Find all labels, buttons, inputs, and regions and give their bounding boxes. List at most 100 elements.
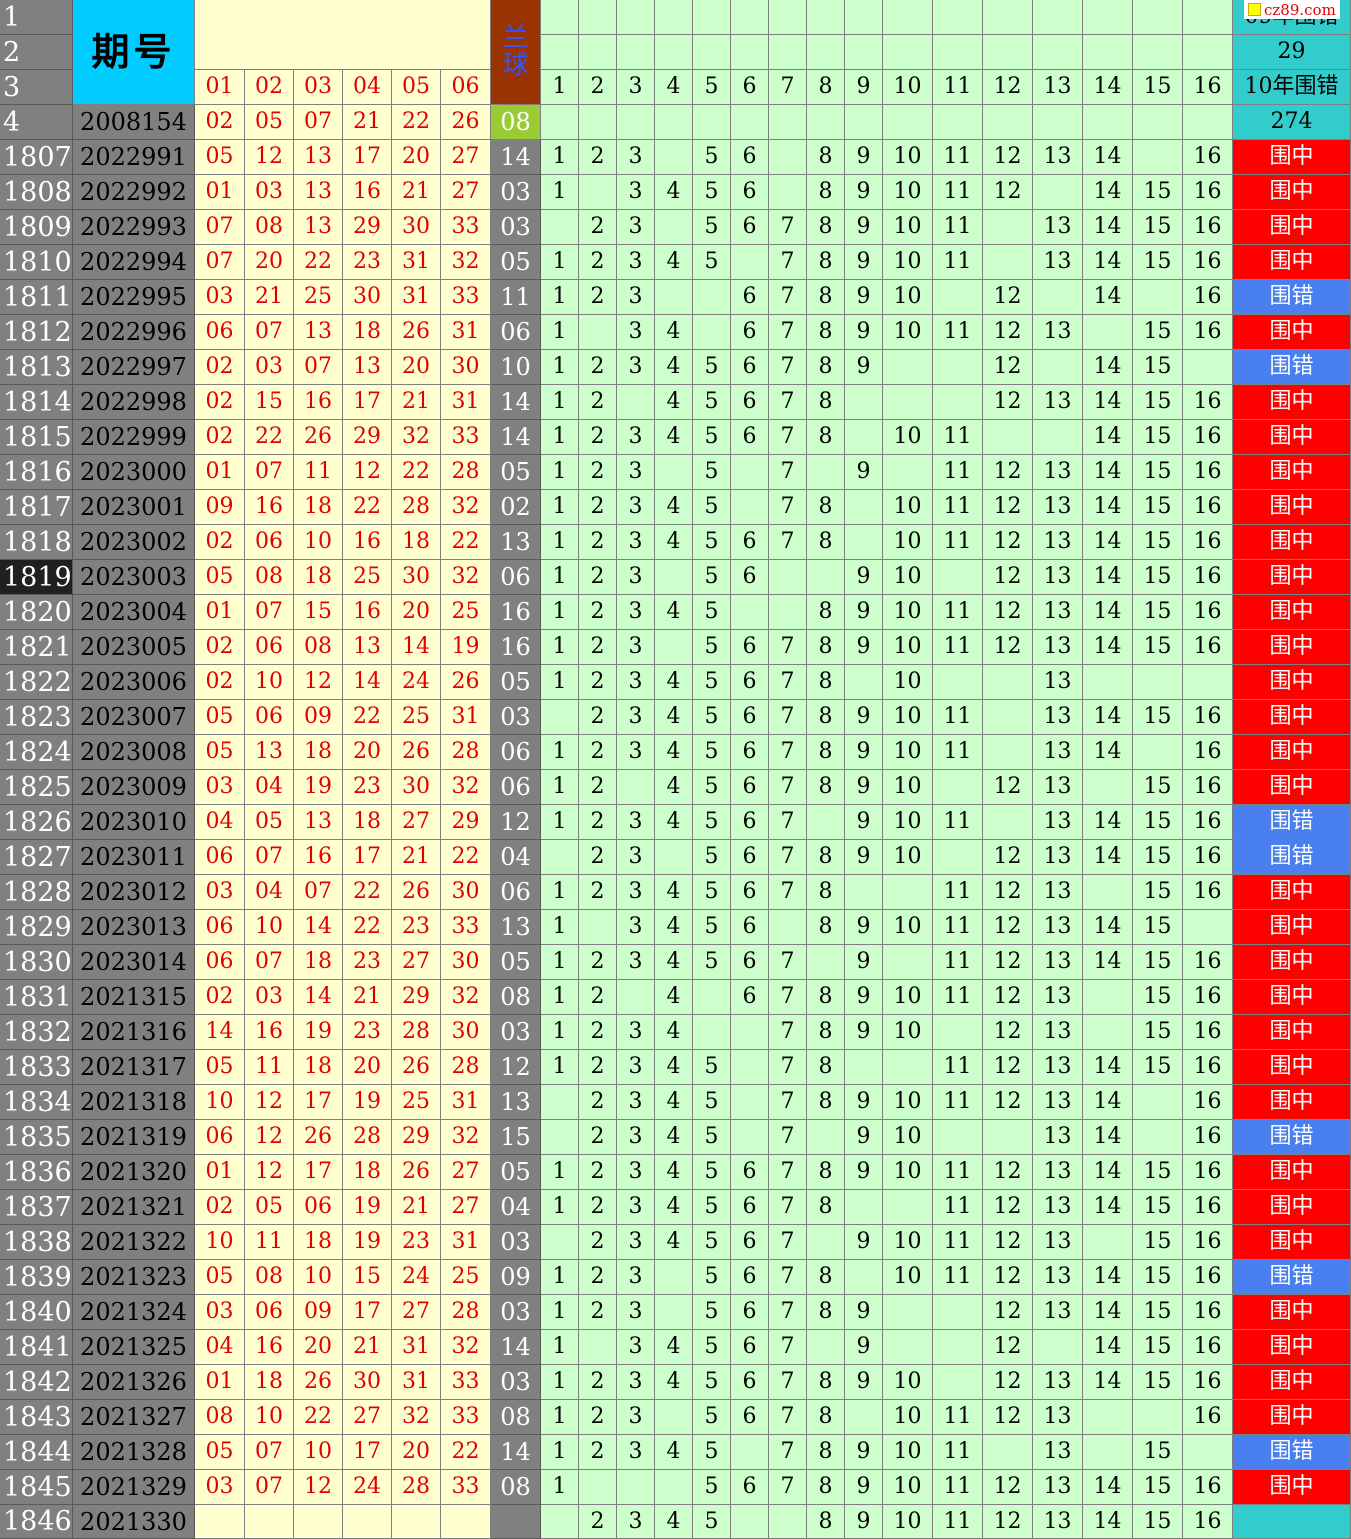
red-ball-cell[interactable]: 27 — [441, 1155, 491, 1190]
red-ball-cell[interactable]: 26 — [294, 1365, 343, 1400]
red-ball-cell[interactable]: 02 — [195, 1190, 245, 1225]
grid-number-cell[interactable]: 9 — [845, 1365, 883, 1400]
issue-cell[interactable]: 2023005 — [73, 630, 195, 665]
blue-ball-cell[interactable]: 11 — [491, 280, 541, 315]
grid-number-cell[interactable]: 8 — [807, 245, 845, 280]
red-column-label[interactable]: 02 — [245, 70, 294, 105]
grid-number-cell[interactable]: 12 — [983, 1505, 1033, 1539]
red-ball-cell[interactable]: 25 — [294, 280, 343, 315]
grid-number-cell[interactable]: 2 — [579, 245, 617, 280]
grid-number-cell[interactable]: 6 — [731, 945, 769, 980]
red-ball-cell[interactable]: 01 — [195, 595, 245, 630]
grid-number-cell[interactable]: 10 — [883, 770, 933, 805]
red-ball-cell[interactable]: 28 — [343, 1120, 392, 1155]
grid-number-cell[interactable]: 2 — [579, 1225, 617, 1260]
grid-number-cell[interactable]: 4 — [655, 1050, 693, 1085]
red-ball-cell[interactable]: 23 — [343, 245, 392, 280]
grid-cell[interactable] — [579, 1330, 617, 1365]
grid-number-cell[interactable]: 14 — [1083, 630, 1133, 665]
grid-cell[interactable] — [655, 105, 693, 140]
red-ball-cell[interactable]: 26 — [441, 665, 491, 700]
red-ball-cell[interactable]: 22 — [392, 105, 441, 140]
red-ball-cell[interactable]: 25 — [392, 700, 441, 735]
grid-number-cell[interactable]: 14 — [1083, 1470, 1133, 1505]
blue-ball-cell[interactable]: 14 — [491, 420, 541, 455]
grid-number-cell[interactable]: 13 — [1033, 1505, 1083, 1539]
grid-cell[interactable] — [617, 105, 655, 140]
grid-cell[interactable] — [883, 1190, 933, 1225]
grid-number-cell[interactable]: 6 — [731, 910, 769, 945]
grid-number-cell[interactable]: 16 — [1183, 1295, 1233, 1330]
grid-number-cell[interactable]: 11 — [933, 245, 983, 280]
red-ball-cell[interactable]: 23 — [343, 770, 392, 805]
red-ball-cell[interactable]: 29 — [343, 420, 392, 455]
grid-header-blank[interactable] — [983, 0, 1033, 35]
grid-number-cell[interactable]: 2 — [579, 805, 617, 840]
red-ball-cell[interactable]: 23 — [392, 1225, 441, 1260]
grid-number-cell[interactable]: 11 — [933, 1225, 983, 1260]
grid-number-cell[interactable]: 14 — [1083, 350, 1133, 385]
grid-number-cell[interactable]: 16 — [1183, 770, 1233, 805]
grid-number-cell[interactable]: 5 — [693, 455, 731, 490]
issue-cell[interactable]: 2021326 — [73, 1365, 195, 1400]
red-ball-cell[interactable]: 10 — [294, 525, 343, 560]
grid-number-cell[interactable]: 14 — [1083, 1190, 1133, 1225]
grid-number-cell[interactable]: 4 — [655, 490, 693, 525]
grid-number-cell[interactable]: 9 — [845, 1470, 883, 1505]
grid-cell[interactable] — [731, 1435, 769, 1470]
grid-number-cell[interactable]: 5 — [693, 1505, 731, 1539]
grid-number-cell[interactable]: 8 — [807, 840, 845, 875]
grid-number-cell[interactable]: 15 — [1133, 770, 1183, 805]
grid-number-cell[interactable]: 7 — [769, 770, 807, 805]
grid-number-cell[interactable]: 10 — [883, 1505, 933, 1539]
grid-number-cell[interactable]: 8 — [807, 910, 845, 945]
grid-cell[interactable] — [933, 350, 983, 385]
red-ball-cell[interactable]: 10 — [245, 1400, 294, 1435]
blue-ball-cell[interactable]: 06 — [491, 560, 541, 595]
issue-cell[interactable]: 2023006 — [73, 665, 195, 700]
grid-header-blank[interactable] — [1183, 0, 1233, 35]
grid-cell[interactable] — [1083, 1225, 1133, 1260]
grid-number-cell[interactable]: 8 — [807, 1190, 845, 1225]
grid-number-cell[interactable]: 7 — [769, 1435, 807, 1470]
grid-number-cell[interactable]: 10 — [883, 630, 933, 665]
grid-number-cell[interactable]: 5 — [693, 700, 731, 735]
red-ball-cell[interactable]: 31 — [392, 1330, 441, 1365]
grid-number-cell[interactable]: 11 — [933, 1190, 983, 1225]
grid-number-cell[interactable]: 8 — [807, 1435, 845, 1470]
red-ball-cell[interactable]: 04 — [245, 875, 294, 910]
grid-cell[interactable] — [845, 1260, 883, 1295]
grid-number-cell[interactable]: 6 — [731, 875, 769, 910]
status-cell[interactable]: 围中 — [1233, 770, 1351, 805]
grid-number-cell[interactable]: 1 — [541, 630, 579, 665]
red-ball-cell[interactable]: 17 — [343, 385, 392, 420]
grid-number-cell[interactable]: 13 — [1033, 1365, 1083, 1400]
grid-number-cell[interactable]: 8 — [807, 490, 845, 525]
blue-ball-cell[interactable]: 13 — [491, 1085, 541, 1120]
issue-cell[interactable]: 2022996 — [73, 315, 195, 350]
grid-number-cell[interactable]: 15 — [1133, 385, 1183, 420]
issue-cell[interactable]: 2022992 — [73, 175, 195, 210]
grid-number-cell[interactable]: 10 — [883, 805, 933, 840]
red-ball-cell[interactable]: 03 — [195, 770, 245, 805]
issue-cell[interactable]: 2023002 — [73, 525, 195, 560]
grid-cell[interactable] — [1183, 910, 1233, 945]
red-ball-cell[interactable]: 12 — [245, 1120, 294, 1155]
grid-number-cell[interactable]: 1 — [541, 1190, 579, 1225]
grid-number-cell[interactable]: 15 — [1133, 1050, 1183, 1085]
grid-cell[interactable] — [845, 1050, 883, 1085]
blue-ball-cell[interactable]: 05 — [491, 665, 541, 700]
grid-cell[interactable] — [1083, 1015, 1133, 1050]
grid-number-cell[interactable]: 15 — [1133, 1330, 1183, 1365]
blue-ball-cell[interactable]: 12 — [491, 805, 541, 840]
grid-number-cell[interactable]: 13 — [1033, 805, 1083, 840]
grid-number-cell[interactable]: 12 — [983, 350, 1033, 385]
grid-cell[interactable] — [807, 560, 845, 595]
grid-cell[interactable] — [541, 1225, 579, 1260]
grid-number-cell[interactable]: 3 — [617, 840, 655, 875]
red-ball-cell[interactable]: 01 — [195, 175, 245, 210]
red-ball-cell[interactable]: 32 — [441, 1330, 491, 1365]
grid-number-cell[interactable]: 1 — [541, 525, 579, 560]
red-ball-cell[interactable]: 20 — [294, 1330, 343, 1365]
grid-number-cell[interactable]: 11 — [933, 805, 983, 840]
